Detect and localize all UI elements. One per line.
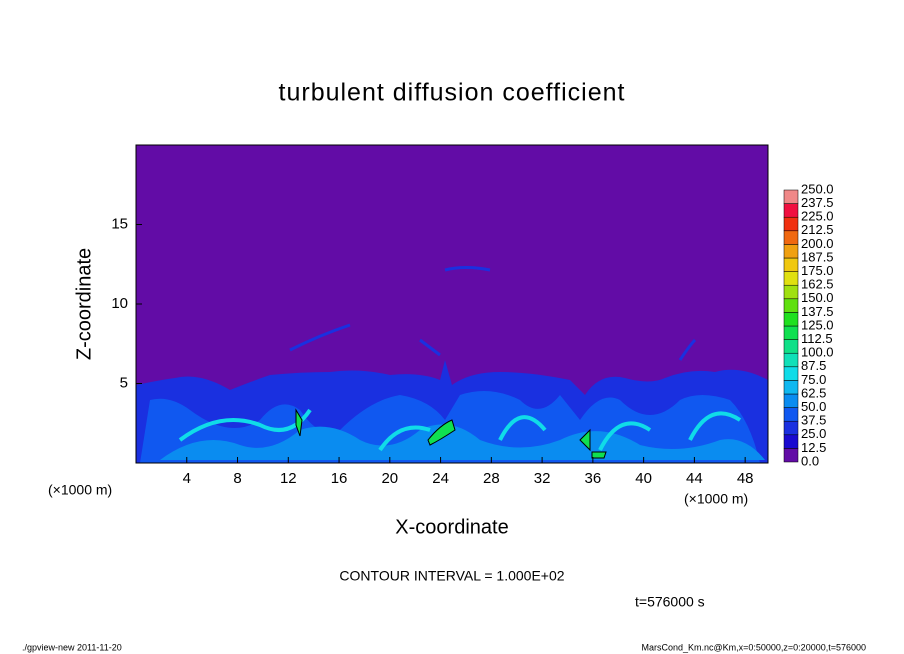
- x-tick-label: 28: [483, 470, 500, 487]
- colorbar-label: 12.5: [801, 440, 826, 455]
- colorbar-box: [783, 257, 799, 272]
- colorbar-box: [783, 366, 799, 381]
- colorbar-box: [783, 393, 799, 408]
- footer-left: ./gpview-new 2011-11-20: [22, 642, 122, 652]
- y-tick-label: 10: [111, 295, 128, 312]
- colorbar-box: [783, 325, 799, 340]
- x-tick-label: 48: [737, 470, 754, 487]
- x-tick-label: 32: [534, 470, 551, 487]
- field-patch: [295, 408, 607, 459]
- colorbar-box: [783, 189, 799, 204]
- x-axis-label: X-coordinate: [395, 516, 508, 538]
- x-tick-label: 36: [585, 470, 602, 487]
- colorbar-label: 237.5: [801, 195, 834, 210]
- contour-interval: CONTOUR INTERVAL = 1.000E+02: [339, 568, 564, 584]
- y-unit: (×1000 m): [48, 482, 112, 498]
- colorbar-label: 50.0: [801, 399, 826, 414]
- x-tick-label: 16: [331, 470, 348, 487]
- colorbar-label: 100.0: [801, 345, 834, 360]
- colorbar-label: 162.5: [801, 277, 834, 292]
- x-tick-label: 20: [381, 470, 398, 487]
- colorbar-box: [783, 420, 799, 436]
- colorbar-box: [783, 244, 799, 259]
- colorbar-label: 150.0: [801, 290, 834, 305]
- x-tick-label: 40: [635, 470, 652, 487]
- time-label: t=576000 s: [635, 594, 705, 610]
- y-tick-label: 15: [111, 215, 128, 232]
- colorbar-box: [783, 380, 799, 395]
- field-streak: [289, 266, 697, 361]
- field-band: [160, 424, 765, 460]
- colorbar-box: [783, 339, 799, 354]
- colorbar-label: 62.5: [801, 385, 826, 400]
- colorbar-label: 0.0: [801, 453, 819, 468]
- x-tick-label: 24: [432, 470, 449, 487]
- colorbar-label: 200.0: [801, 236, 834, 251]
- x-tick-label: 12: [280, 470, 297, 487]
- x-unit: (×1000 m): [684, 491, 748, 507]
- colorbar-box: [783, 352, 799, 368]
- colorbar-box: [783, 271, 799, 286]
- y-tick-label: 5: [120, 374, 128, 391]
- colorbar-box: [783, 434, 799, 449]
- x-tick-label: 44: [686, 470, 703, 487]
- colorbar-label: 125.0: [801, 317, 834, 332]
- colorbar-box: [783, 407, 799, 422]
- colorbar-label: 187.5: [801, 249, 834, 264]
- colorbar-box: [783, 230, 799, 245]
- colorbar-label: 75.0: [801, 372, 826, 387]
- field: [135, 144, 769, 464]
- colorbar-box: [783, 312, 799, 327]
- colorbar-box: [783, 203, 799, 218]
- field-streak: [178, 408, 742, 452]
- colorbar-box: [783, 298, 799, 313]
- colorbar-label: 212.5: [801, 222, 834, 237]
- chart-title: turbulent diffusion coefficient: [279, 79, 626, 107]
- y-axis-label: Z-coordinate: [73, 248, 95, 360]
- footer-right: MarsCond_Km.nc@Km,x=0:50000,z=0:20000,t=…: [641, 642, 866, 652]
- colorbar-label: 225.0: [801, 209, 834, 224]
- x-tick-label: 4: [183, 470, 191, 487]
- colorbar-label: 25.0: [801, 426, 826, 441]
- colorbar-label: 37.5: [801, 413, 826, 428]
- colorbar-box: [783, 448, 799, 463]
- colorbar-label: 137.5: [801, 304, 834, 319]
- colorbar-label: 87.5: [801, 358, 826, 373]
- colorbar-label: 250.0: [801, 181, 834, 196]
- x-tick-label: 8: [233, 470, 241, 487]
- colorbar-box: [783, 216, 799, 232]
- colorbar-label: 175.0: [801, 263, 834, 278]
- colorbar-label: 112.5: [801, 331, 833, 346]
- colorbar-box: [783, 284, 799, 300]
